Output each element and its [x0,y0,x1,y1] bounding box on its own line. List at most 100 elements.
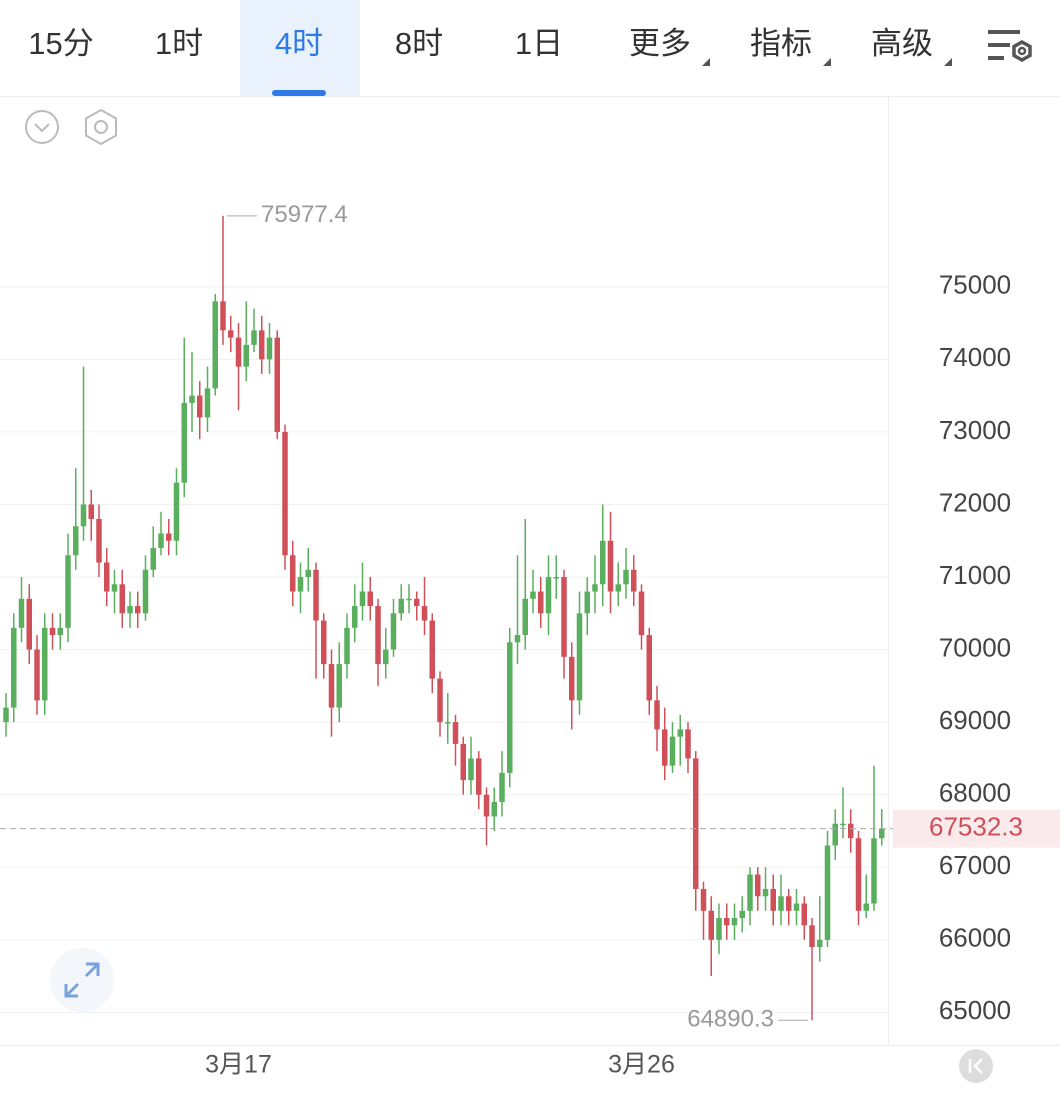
candle-body [274,337,280,432]
candle-body [762,889,769,897]
tab[interactable]: 8时 [395,26,443,61]
last-price-bg [893,809,1060,848]
candle-body [677,729,683,737]
candle-body [793,903,800,911]
candle-body [832,823,838,846]
candle-body [158,533,164,549]
candle-body [297,577,304,592]
tab[interactable]: 指标 [750,26,812,61]
candle-body [88,504,94,519]
y-tick-label: 68000 [939,778,1011,808]
candle-body [150,548,156,570]
tab-dropdown-indicator [823,58,831,66]
candle-body [111,584,118,592]
candle-body [383,649,389,665]
candle-body [359,591,366,607]
candle-body [282,431,288,556]
candle-body [328,664,335,708]
candle-body [390,613,397,650]
collapse-icon[interactable] [25,110,59,144]
last-price-label: 67532.3 [929,811,1023,841]
tab-dropdown-indicator [944,58,952,66]
candle-body [80,504,87,527]
candle-body [871,838,877,904]
tab[interactable]: 4时 [275,26,323,61]
expand-button[interactable] [50,948,114,1012]
candle-body [73,526,79,556]
candle-body [817,939,823,948]
candle-body [259,330,265,360]
candle-body [538,591,544,614]
candle-body [514,635,521,643]
candle-body [786,896,792,911]
candle-body [414,598,420,607]
candle-body [181,402,187,483]
candle-body [336,664,342,708]
candle-body [809,925,815,948]
tab[interactable]: 15分 [28,26,93,61]
candle-body [313,569,319,621]
candle-body [607,540,614,592]
candle-body [173,482,180,541]
candle-body [731,918,738,926]
candle-body [770,889,776,911]
candle-body [42,627,48,701]
candle-body [228,330,234,338]
candle-body [421,606,428,621]
candle-body [863,903,869,911]
y-tick-label: 71000 [939,560,1011,590]
tab[interactable]: 1日 [515,26,563,61]
candle-body [638,591,645,636]
candle-body [553,577,559,579]
y-tick-label: 65000 [939,995,1011,1025]
tab-dropdown-indicator [702,58,710,66]
candle-body [119,584,125,614]
high-annotation: 75977.4 [261,201,348,228]
candle-body [243,344,249,367]
candle-body [352,606,358,628]
candle-body [545,577,552,614]
candle-body [65,555,71,628]
low-annotation: 64890.3 [687,1006,774,1033]
candle-body [576,613,583,701]
candle-body [700,889,707,911]
x-tick-label: 3月26 [608,1051,675,1079]
candle-body [189,395,195,403]
y-tick-label: 67000 [939,850,1011,880]
hexagon-icon[interactable] [85,108,117,146]
candle-body [693,758,699,890]
tab[interactable]: 更多 [629,26,691,61]
settings-icon[interactable] [988,30,1032,63]
candle-body [600,540,606,585]
candle-body [204,388,211,418]
candle-body [840,823,846,826]
candle-body [584,591,590,614]
y-tick-label: 66000 [939,923,1011,953]
candle-body [344,627,350,665]
candle-body [197,395,203,418]
candle-body [3,707,9,723]
candle-body [11,627,17,708]
candle-body [491,801,497,817]
candle-body [755,874,761,897]
candle-body [266,337,273,360]
tab[interactable]: 高级 [871,26,933,61]
candle-body [321,620,327,665]
candle-body [468,758,474,781]
candle-body [57,627,63,636]
scroll-latest-button[interactable] [959,1049,993,1083]
candle-body [476,758,482,795]
candle-body [398,598,404,614]
candle-body [483,794,490,817]
candle-body [220,301,226,331]
candle-body [18,598,25,628]
candle-body [631,569,637,592]
candle-body [724,918,730,926]
candle-body [855,838,862,911]
candle-body [437,678,443,723]
y-tick-label: 73000 [939,415,1011,445]
candle-body [848,823,854,839]
candle-body [96,518,102,563]
tab[interactable]: 1时 [155,26,203,61]
